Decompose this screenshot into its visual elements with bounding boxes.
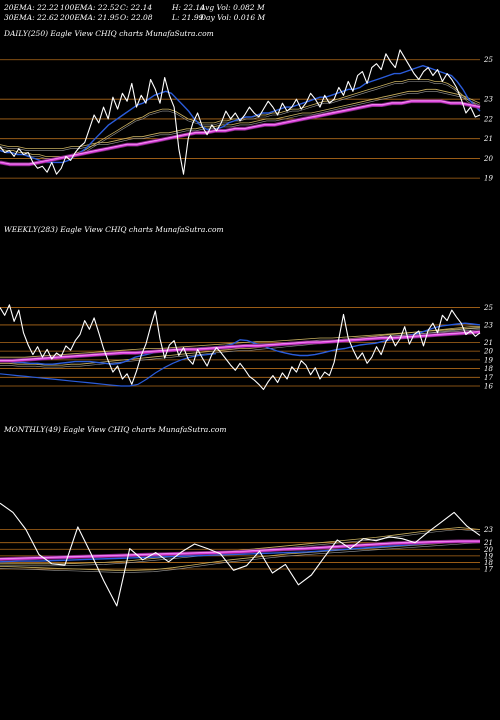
series-line-ema200 — [0, 331, 481, 361]
stat-ema30: 30EMA: 22.62 — [4, 13, 59, 22]
stat-low: L: 21.99 — [172, 13, 204, 22]
stat-ema100: 100EMA: 22.52 — [60, 3, 120, 12]
series-line-ema30 — [0, 326, 480, 366]
series-line-ema100 — [0, 327, 481, 358]
series-line-ema30 — [0, 79, 481, 157]
y-tick-label: 22 — [483, 115, 493, 123]
y-tick-label: 17 — [484, 374, 493, 382]
series-line-ema20 — [0, 64, 481, 164]
y-tick-label: 16 — [484, 383, 493, 391]
y-tick-label: 20 — [483, 155, 493, 163]
y-tick-label: 20 — [483, 546, 493, 554]
stat-ema200: 200EMA: 21.95 — [60, 13, 120, 22]
y-tick-label: 23 — [483, 526, 493, 534]
y-tick-label: 21 — [483, 135, 493, 143]
y-tick-label: 23 — [483, 96, 493, 104]
weekly-chart-title: WEEKLY(283) Eagle View CHIQ charts Munaf… — [4, 225, 224, 234]
y-tick-label: 17 — [484, 566, 493, 574]
series-line-ema200 — [0, 100, 481, 166]
series-line-price — [0, 304, 481, 391]
y-tick-label: 18 — [484, 365, 493, 373]
series-line-ema200 — [0, 540, 480, 561]
series-line-ema100 — [0, 91, 481, 151]
y-tick-label: 19 — [484, 356, 493, 364]
stat-avgvol: Avg Vol: 0.082 M — [200, 3, 265, 12]
daily-chart: 25 23 22 21 20 19 — [0, 49, 493, 183]
y-tick-label: 19 — [484, 552, 493, 560]
stat-open: O: 22.08 — [120, 13, 153, 22]
y-tick-label: 25 — [483, 304, 493, 312]
series-line-price — [0, 502, 481, 607]
y-tick-label: 19 — [484, 175, 493, 183]
y-tick-label: 23 — [483, 321, 493, 329]
stat-dayvol: Day Vol: 0.016 M — [200, 13, 266, 22]
y-tick-label: 21 — [483, 339, 493, 347]
y-tick-label: 20 — [483, 348, 493, 356]
y-tick-label: 18 — [484, 559, 493, 567]
series-line-ema30 — [0, 542, 481, 573]
daily-chart-title: DAILY(250) Eagle View CHIQ charts Munafa… — [4, 29, 214, 38]
stat-close: C: 22.14 — [120, 3, 153, 12]
stat-high: H: 22.14 — [172, 3, 205, 12]
series-line-ema200 — [0, 100, 481, 165]
stat-ema20: 20EMA: 22.22 — [4, 3, 59, 12]
monthly-chart-title: MONTHLY(49) Eagle View CHIQ charts Munaf… — [4, 425, 227, 434]
y-tick-label: 21 — [483, 539, 493, 547]
y-tick-label: 25 — [483, 56, 493, 64]
series-line-ema-low — [0, 353, 217, 387]
series-line-ema20 — [0, 540, 481, 563]
series-line-price — [0, 49, 481, 175]
series-line-ema200 — [0, 540, 480, 559]
